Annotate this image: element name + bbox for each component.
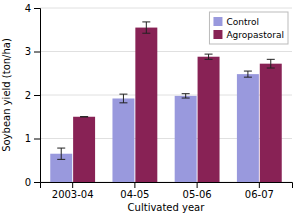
- series: [73, 22, 282, 182]
- grid-line: [40, 51, 292, 52]
- legend: Control Agropastoral: [209, 12, 288, 44]
- x-axis: 2003-04 04-05 05-06 06-07: [41, 182, 293, 200]
- axis-line: [41, 183, 293, 189]
- error-bar: [57, 148, 65, 159]
- tick-label: 0: [25, 177, 31, 188]
- tick-mark: [34, 95, 40, 96]
- tick-label: 2: [25, 90, 31, 101]
- legend-item: Agropastoral: [213, 30, 284, 40]
- x-tick: 06-07: [245, 182, 274, 200]
- tick-label: 04-05: [120, 189, 149, 200]
- legend-label: Agropastoral: [226, 30, 284, 40]
- grid: [40, 8, 292, 182]
- tick-label: 05-06: [183, 189, 212, 200]
- y-axis: 0 1 2 3 4: [25, 3, 41, 188]
- tick-mark: [34, 8, 40, 9]
- tick-mark: [34, 52, 40, 53]
- x-tick: 2003-04: [52, 182, 94, 200]
- tick-label: 06-07: [245, 189, 274, 200]
- error-bar: [182, 94, 190, 98]
- marks: [50, 22, 282, 182]
- tick-mark: [34, 182, 40, 183]
- y-axis-title: Soybean yield (ton/ha): [1, 38, 12, 152]
- chart-container: 2003-04 04-05 05-06 06-07 0 1 2 3 4 Cultivated ye…: [0, 0, 300, 216]
- error-bar: [244, 71, 252, 77]
- legend-item: Control: [213, 17, 259, 27]
- plot: 2003-04 04-05 05-06 06-07 0 1 2 3 4 Cultivated ye…: [1, 3, 293, 213]
- bar: [135, 28, 157, 182]
- legend-swatch: [213, 17, 222, 26]
- y-tick: 4: [25, 3, 40, 14]
- error-bar: [267, 59, 275, 68]
- error-bar: [80, 116, 88, 117]
- tick-mark: [34, 139, 40, 140]
- y-tick: 1: [25, 133, 40, 144]
- error-bar: [142, 22, 150, 33]
- tick-label: 4: [25, 3, 31, 14]
- tick-mark: [72, 182, 73, 188]
- tick-label: 1: [25, 133, 31, 144]
- y-tick: 3: [25, 46, 40, 57]
- bar: [175, 96, 197, 182]
- error-bar: [119, 94, 127, 103]
- legend-label: Control: [226, 17, 259, 27]
- bar: [112, 98, 134, 182]
- tick-mark: [197, 182, 198, 188]
- legend-box: [209, 12, 288, 44]
- y-tick: 0: [25, 177, 40, 188]
- bar: [260, 64, 282, 182]
- tick-label: 3: [25, 46, 31, 57]
- tick-mark: [259, 182, 260, 188]
- x-tick: 05-06: [183, 182, 212, 200]
- x-tick: 04-05: [120, 182, 149, 200]
- tick-mark: [134, 182, 135, 188]
- axis-line: [34, 9, 41, 183]
- y-tick: 2: [25, 90, 40, 101]
- bar: [198, 57, 220, 182]
- legend-swatch: [213, 30, 222, 39]
- bar: [237, 74, 259, 182]
- grid-line: [40, 8, 292, 9]
- tick-label: 2003-04: [52, 189, 94, 200]
- x-axis-title: Cultivated year: [128, 202, 206, 213]
- chart-svg: 2003-04 04-05 05-06 06-07 0 1 2 3 4 Cultivated ye…: [0, 0, 300, 216]
- bar: [73, 117, 95, 182]
- error-bar: [205, 54, 213, 59]
